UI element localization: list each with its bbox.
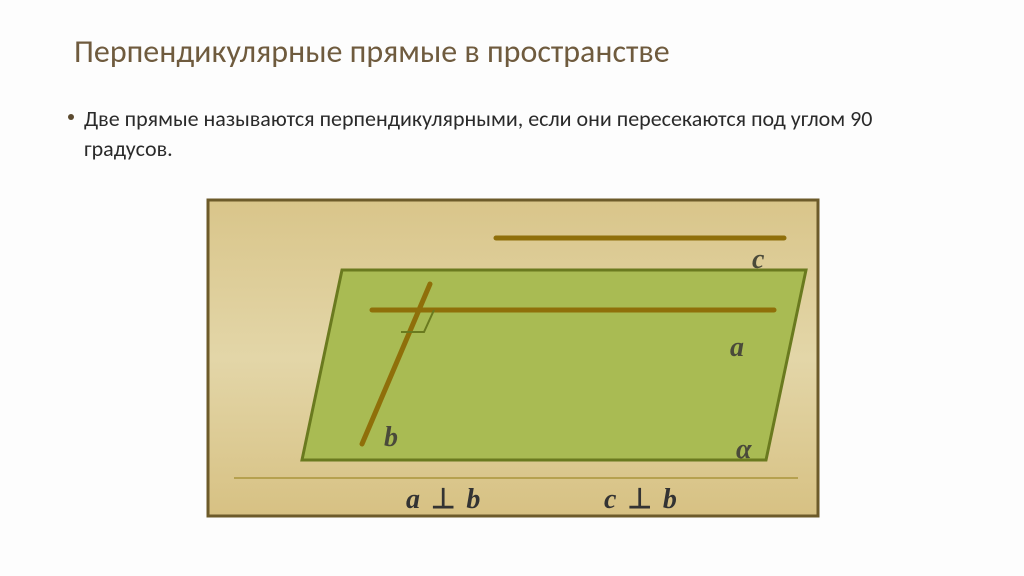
slide: Перпендикулярные прямые в пространстве Д… bbox=[0, 0, 1024, 576]
formula-right-a: c bbox=[604, 484, 616, 515]
bullet-item: Две прямые называются перпендикулярными,… bbox=[68, 104, 948, 163]
bullet-dot-icon bbox=[68, 114, 74, 120]
bullet-text: Две прямые называются перпендикулярными,… bbox=[84, 104, 948, 163]
geometry-figure: c a b α a ⊥ b c ⊥ b bbox=[206, 198, 820, 518]
plane-alpha bbox=[302, 270, 806, 460]
perp-icon: ⊥ bbox=[427, 484, 459, 515]
label-a: a bbox=[730, 332, 744, 364]
label-c: c bbox=[752, 244, 764, 276]
label-b: b bbox=[384, 422, 398, 454]
formula-c-perp-b: c ⊥ b bbox=[604, 482, 677, 516]
figure-svg bbox=[206, 198, 820, 518]
formula-right-b: b bbox=[663, 484, 677, 515]
formula-left-b: b bbox=[466, 484, 480, 515]
perp-icon: ⊥ bbox=[623, 484, 655, 515]
formula-left-a: a bbox=[406, 484, 420, 515]
label-alpha: α bbox=[736, 434, 752, 466]
slide-title: Перпендикулярные прямые в пространстве bbox=[74, 32, 670, 71]
title-text: Перпендикулярные прямые в пространстве bbox=[74, 32, 670, 71]
formula-a-perp-b: a ⊥ b bbox=[406, 482, 480, 516]
